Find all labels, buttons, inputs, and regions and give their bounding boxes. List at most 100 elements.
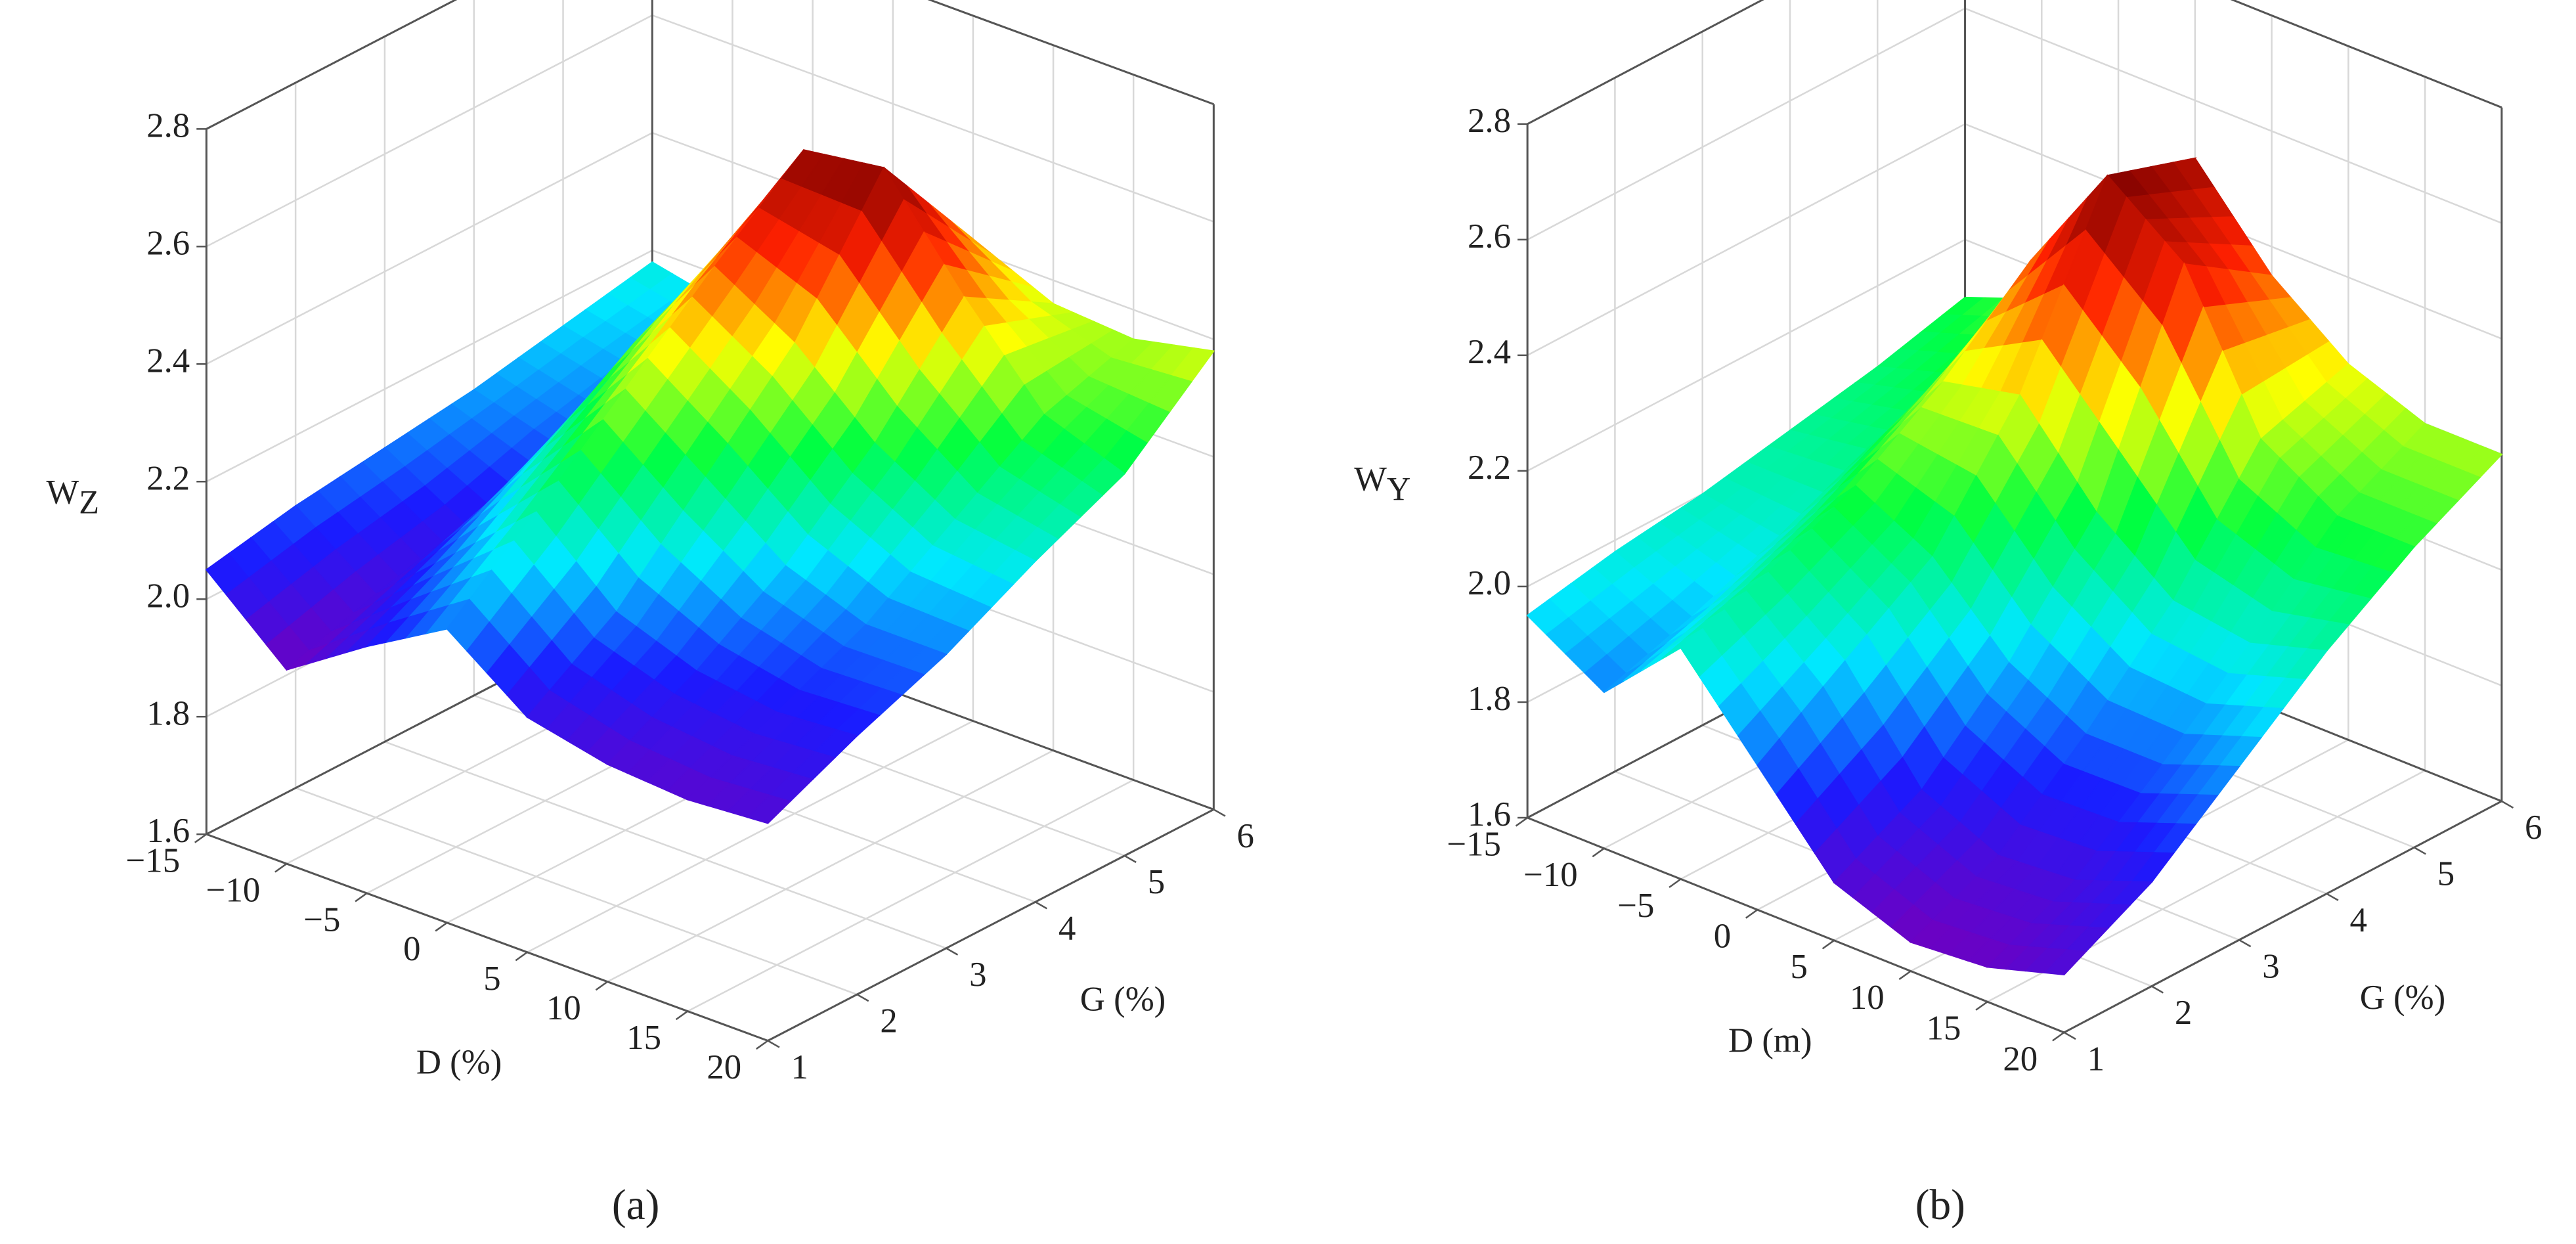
box-edge <box>2063 800 2502 1034</box>
z-tick-label: 1.8 <box>1468 680 1511 718</box>
box-edge <box>206 0 458 130</box>
tick-mark <box>675 1010 688 1021</box>
y-tick-label: 3 <box>2262 947 2279 985</box>
grid-line <box>928 0 1214 105</box>
grid-line <box>1527 0 1764 125</box>
grid-line <box>2231 0 2502 108</box>
tick-mark <box>194 833 207 843</box>
tick-mark <box>856 993 869 1002</box>
y-tick-label: 5 <box>1148 863 1165 901</box>
tick-mark <box>274 863 288 873</box>
z-tick-label: 2.0 <box>1468 564 1511 602</box>
x-tick-label: 0 <box>1714 917 1731 955</box>
x-tick-label: 10 <box>1850 979 1885 1017</box>
x-tick-label: 15 <box>626 1019 661 1057</box>
x-axis-title: D (%) <box>416 1043 502 1081</box>
grid-line <box>206 14 653 248</box>
y-tick-label: 1 <box>791 1048 808 1086</box>
tick-mark <box>1213 809 1226 817</box>
box-edge <box>2230 0 2502 109</box>
grid-line <box>206 0 457 130</box>
tick-mark <box>1822 939 1835 950</box>
panel: 1.6 1.8 2.0 2.2 2.4 2.6 2.8 −15 −10 −5 0 5 10 15 20 1 2 3… <box>1354 0 2542 1078</box>
tick-mark <box>515 951 528 962</box>
tick-mark <box>1745 909 1758 919</box>
z-axis-title-main: W <box>1354 460 1387 499</box>
x-tick-label: −5 <box>303 900 340 939</box>
y-tick-label: 5 <box>2437 855 2455 893</box>
grid-line <box>1527 238 1966 472</box>
box-edge <box>767 809 1215 1042</box>
box-edge <box>1527 816 2064 1034</box>
z-tick-label: 1.6 <box>1468 795 1511 833</box>
grid-line <box>1965 7 2502 224</box>
grid-line <box>206 132 653 365</box>
x-tick-label: −5 <box>1617 887 1654 925</box>
y-tick-label: 6 <box>2525 809 2542 847</box>
grid-line <box>206 250 653 483</box>
z-tick-label: 2.2 <box>146 459 190 497</box>
grid-line <box>687 779 1134 1012</box>
z-tick-label: 1.8 <box>146 694 190 732</box>
x-tick-label: 0 <box>403 930 420 968</box>
tick-mark <box>2501 800 2514 809</box>
tick-mark <box>2413 847 2426 855</box>
x-tick-label: 10 <box>546 989 581 1027</box>
y-axis-title: G (%) <box>2360 979 2445 1017</box>
caption: (b) <box>1915 1182 1965 1229</box>
x-tick-label: −10 <box>206 871 261 909</box>
tick-mark <box>595 981 608 991</box>
grid-line <box>607 749 1054 983</box>
tick-mark <box>2238 939 2252 948</box>
x-tick-label: 20 <box>2003 1040 2038 1078</box>
box-edge <box>206 833 768 1042</box>
x-tick-label: 5 <box>483 960 500 998</box>
y-tick-label: 6 <box>1237 817 1254 855</box>
z-tick-label: 2.6 <box>146 224 190 262</box>
box-edge <box>927 0 1214 106</box>
y-tick-label: 2 <box>880 1002 897 1040</box>
tick-mark <box>2063 1031 2076 1040</box>
tick-mark <box>1898 970 1911 981</box>
grid-line <box>295 787 858 996</box>
tick-mark <box>767 1040 780 1048</box>
z-tick-label: 2.6 <box>1468 217 1511 255</box>
z-tick-label: 2.8 <box>146 106 190 144</box>
y-axis-title: G (%) <box>1080 981 1166 1019</box>
z-axis-title: WY <box>1354 460 1410 508</box>
tick-mark <box>756 1040 769 1050</box>
z-tick-label: 2.8 <box>1468 102 1511 140</box>
x-axis-title: D (m) <box>1728 1022 1812 1060</box>
z-tick-label: 2.4 <box>146 342 190 380</box>
tick-mark <box>2326 893 2339 901</box>
z-axis-title-sub: Y <box>1387 470 1410 507</box>
x-tick-label: 5 <box>1791 948 1808 986</box>
tick-mark <box>2151 985 2164 994</box>
grid-line <box>651 14 1214 223</box>
x-tick-label: −15 <box>126 842 181 880</box>
y-tick-label: 1 <box>2087 1040 2105 1078</box>
surface-patch <box>746 795 792 824</box>
y-tick-label: 3 <box>969 956 986 994</box>
z-axis-title: WZ <box>46 474 99 521</box>
x-tick-label: −15 <box>1447 825 1501 863</box>
panel: 1.6 1.8 2.0 2.2 2.4 2.6 2.8 −15 −10 −5 0 5 10 15 20 1 2 3… <box>46 0 1254 1086</box>
tick-mark <box>355 892 368 902</box>
caption: (a) <box>612 1182 660 1229</box>
tick-mark <box>2052 1031 2065 1042</box>
tick-mark <box>1035 901 1047 910</box>
x-tick-label: 20 <box>707 1048 741 1086</box>
x-tick-label: 15 <box>1927 1010 1961 1048</box>
surface-patch <box>2043 949 2087 975</box>
y-tick-label: 2 <box>2175 994 2192 1032</box>
tick-mark <box>1515 816 1528 827</box>
grid-line <box>1527 7 1966 240</box>
grid-line <box>527 720 974 953</box>
grid-line <box>384 741 947 949</box>
z-axis-title-sub: Z <box>79 483 99 520</box>
box-edge <box>1527 0 1764 125</box>
z-tick-label: 1.6 <box>146 812 190 850</box>
tick-mark <box>946 947 959 956</box>
